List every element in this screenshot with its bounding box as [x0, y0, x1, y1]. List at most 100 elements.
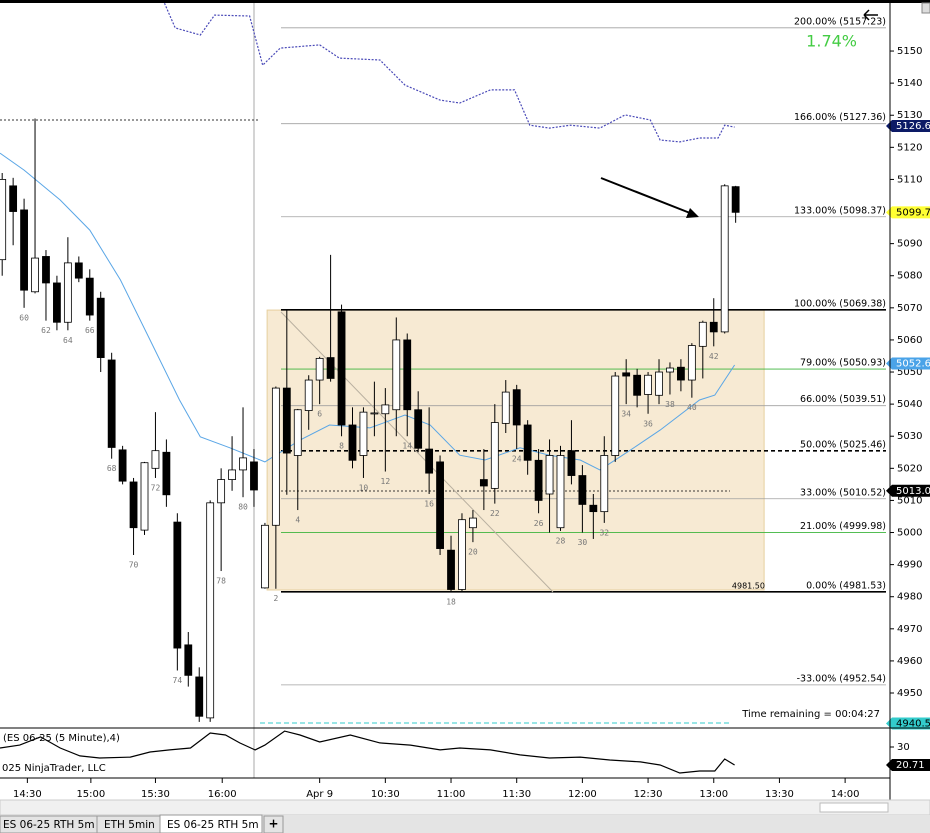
bar-label: 8 — [339, 442, 344, 451]
y-tick-label: 4960 — [897, 656, 922, 667]
candle-body — [348, 424, 357, 461]
tab-label[interactable]: ES 06-25 RTH 5m — [3, 819, 95, 831]
bar-label: 26 — [534, 519, 544, 528]
candle-body — [337, 311, 346, 426]
x-tick-label: 10:30 — [371, 789, 400, 800]
bar-label: 20 — [468, 548, 478, 557]
back-icon[interactable] — [863, 9, 878, 21]
bar-label: 42 — [709, 352, 719, 361]
candle-body — [436, 461, 444, 549]
candle-body — [0, 179, 7, 261]
bar-label: 62 — [41, 326, 51, 335]
candle-body — [370, 412, 379, 415]
candle-body — [304, 379, 313, 411]
x-tick-label: 12:00 — [568, 789, 597, 800]
window-button[interactable] — [921, 2, 930, 14]
y-tick-label: 5040 — [897, 399, 922, 410]
x-tick-label: 14:00 — [831, 789, 860, 800]
candle-body — [458, 519, 466, 590]
candle-body — [151, 450, 160, 469]
add-tab[interactable] — [263, 815, 284, 833]
fib-label: 133.00% (5098.37) — [794, 205, 886, 216]
fib-label: 21.00% (4999.98) — [800, 521, 886, 532]
indicator-line — [0, 730, 735, 774]
bar-label: 12 — [381, 477, 391, 486]
scrollbar[interactable] — [0, 799, 930, 816]
candle-body — [140, 462, 149, 531]
y-tick-label: 5150 — [897, 46, 922, 57]
candle-body — [206, 502, 215, 719]
candle-body — [655, 371, 663, 396]
indicator-title: (ES 06-25 (5 Minute),4) — [3, 733, 120, 744]
bar-label: 6 — [317, 410, 322, 419]
add-tab-label[interactable]: + — [268, 817, 278, 831]
y-tick-label: 4970 — [897, 624, 922, 635]
candle-body — [381, 404, 390, 415]
tab-active[interactable] — [159, 814, 263, 833]
candle-body — [567, 450, 576, 476]
x-tick-label: 14:30 — [13, 789, 42, 800]
y-tick-label: 4980 — [897, 592, 922, 603]
x-tick-label: 11:00 — [437, 789, 466, 800]
y-tick-label: 5080 — [897, 271, 922, 282]
time-remaining: Time remaining = 00:04:27 — [741, 709, 880, 720]
price-marker-label: 5052.66 — [896, 358, 930, 369]
bar-label: 24 — [512, 455, 522, 464]
price-marker — [886, 357, 930, 370]
candle-body — [359, 411, 368, 456]
x-tick-label: 12:30 — [634, 789, 663, 800]
candle-body — [698, 321, 707, 347]
price-marker — [886, 717, 930, 730]
line-series — [162, 0, 735, 143]
candle-body — [425, 448, 434, 474]
candle-body — [501, 391, 510, 424]
price-marker-label: 20.71 — [896, 760, 925, 771]
y-tick-label: 5140 — [897, 78, 922, 89]
y-tick-label: 5050 — [897, 367, 922, 378]
bar-label: 64 — [63, 336, 73, 345]
candle-body — [228, 469, 236, 480]
candle-body — [677, 366, 685, 381]
candle-body — [523, 424, 532, 461]
candle-body — [709, 321, 718, 333]
candle-body — [731, 186, 740, 213]
bar-label: 34 — [621, 410, 631, 419]
x-tick-label: 15:00 — [76, 789, 105, 800]
candle-body — [293, 409, 302, 456]
candle-body — [239, 457, 247, 471]
y-tick-label: 4990 — [897, 560, 922, 571]
price-marker — [886, 758, 930, 771]
candle-body — [578, 475, 587, 505]
candle-body — [85, 277, 94, 316]
bar-label: 36 — [643, 419, 653, 428]
bar-label: 78 — [216, 577, 226, 586]
candle-body — [250, 461, 258, 491]
y-tick-label: 5000 — [897, 528, 922, 539]
candle-body — [326, 357, 335, 379]
candle-body — [195, 676, 204, 717]
candle-body — [392, 339, 401, 411]
bar-label: 2 — [273, 594, 278, 603]
tab-label[interactable]: ES 06-25 RTH 5m — [167, 819, 259, 831]
indicator-y-tick-label: 30 — [897, 742, 910, 753]
candle-body — [96, 297, 105, 358]
scroll-thumb[interactable] — [819, 802, 889, 813]
candle-body — [556, 455, 565, 529]
tab-label[interactable]: ETH 5min — [104, 819, 155, 831]
candle-body — [315, 357, 324, 381]
bar-label: 38 — [665, 400, 675, 409]
y-tick-label: 5110 — [897, 174, 922, 185]
x-tick-label: 15:30 — [141, 789, 170, 800]
bar-label: 14 — [402, 442, 412, 451]
bar-label: 22 — [490, 509, 500, 518]
candle-body — [162, 451, 171, 496]
bar-label: 70 — [129, 560, 139, 569]
candle-body — [633, 374, 642, 396]
bar-label: 16 — [424, 500, 434, 509]
y-tick-label: 5060 — [897, 335, 922, 346]
candle-body — [184, 644, 193, 676]
candle-body — [490, 422, 499, 489]
bar-label: 4 — [295, 516, 300, 525]
candle-body — [20, 209, 28, 291]
price-marker-label: 5099.75 — [896, 207, 930, 218]
